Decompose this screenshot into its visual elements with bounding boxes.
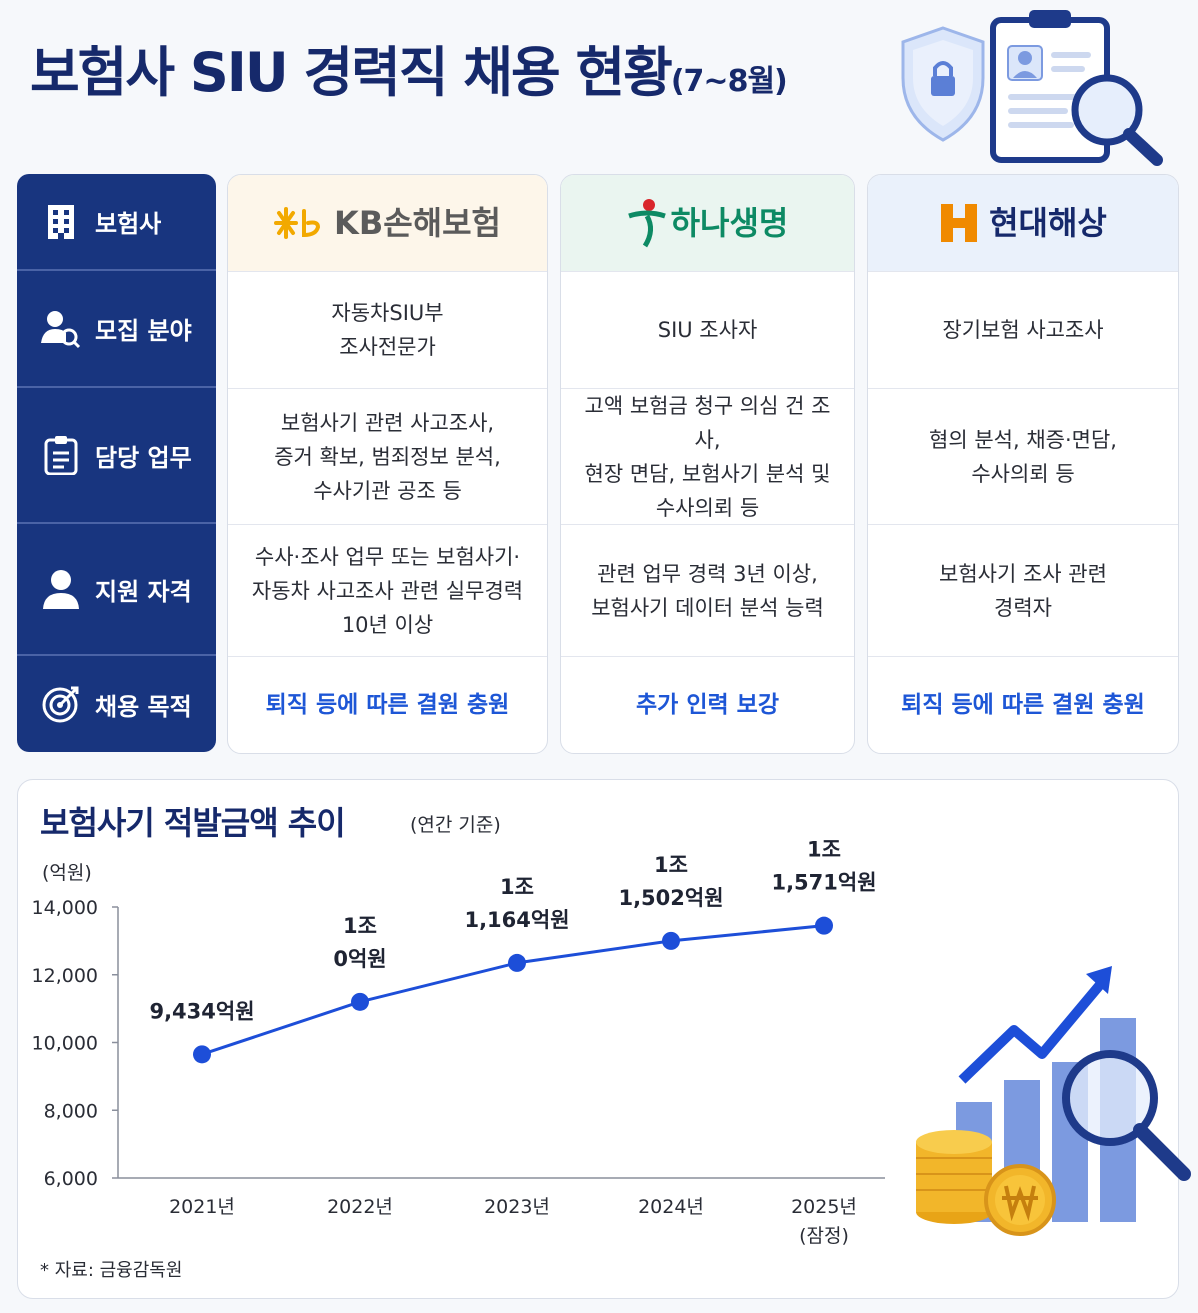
target-icon bbox=[39, 684, 83, 724]
person-icon bbox=[39, 569, 83, 609]
duties-kb: 보험사기 관련 사고조사, 증거 확보, 범죄정보 분석, 수사기관 공조 등 bbox=[228, 389, 547, 525]
field-hyundai: 장기보험 사고조사 bbox=[868, 272, 1178, 389]
kb-logo-icon bbox=[274, 205, 326, 241]
row-label-text: 채용 목적 bbox=[95, 692, 192, 721]
row-label-text: 지원 자격 bbox=[95, 577, 192, 606]
growth-illustration bbox=[916, 966, 1191, 1236]
company-column-hyundai: 현대해상 장기보험 사고조사 혐의 분석, 채증·면담, 수사의뢰 등 보험사기… bbox=[867, 174, 1179, 754]
person-search-icon bbox=[39, 309, 83, 349]
company-name-hyundai: 현대해상 bbox=[989, 204, 1107, 242]
qualification-hana: 관련 업무 경력 3년 이상, 보험사기 데이터 분석 능력 bbox=[561, 525, 854, 657]
hyundai-logo-icon bbox=[939, 202, 979, 244]
row-label-column: 보험사 모집 분야 담당 업무 지원 자격 채용 목적 bbox=[17, 174, 216, 752]
title-main: 보험사 SIU 경력직 채용 현황 bbox=[30, 41, 673, 104]
recruitment-table: 보험사 모집 분야 담당 업무 지원 자격 채용 목적 bbox=[17, 174, 1179, 754]
row-label-text: 담당 업무 bbox=[95, 443, 192, 472]
chart-title: 보험사기 적발금액 추이 bbox=[40, 804, 346, 842]
page-title: 보험사 SIU 경력직 채용 현황(7~8월) bbox=[30, 28, 788, 107]
title-suffix: (7~8월) bbox=[670, 64, 788, 99]
field-hana: SIU 조사자 bbox=[561, 272, 854, 389]
arrow-up-icon bbox=[958, 966, 1112, 1084]
duties-hana: 고액 보험금 청구 의심 건 조사, 현장 면담, 보험사기 분석 및 수사의뢰… bbox=[561, 389, 854, 525]
row-label-qualification: 지원 자격 bbox=[17, 524, 216, 656]
purpose-kb: 퇴직 등에 따른 결원 충원 bbox=[265, 692, 510, 718]
chart-subtitle: (연간 기준) bbox=[410, 814, 501, 836]
company-name-hana: 하나생명 bbox=[670, 204, 789, 242]
row-label-duties: 담당 업무 bbox=[17, 388, 216, 524]
clipboard-icon bbox=[39, 435, 83, 475]
won-coin-icon bbox=[984, 1164, 1056, 1236]
qualification-hyundai: 보험사기 조사 관련 경력자 bbox=[868, 525, 1178, 657]
qualification-kb: 수사·조사 업무 또는 보험사기· 자동차 사고조사 관련 실무경력 10년 이… bbox=[228, 525, 547, 657]
company-header-hana: 하나생명 bbox=[561, 175, 854, 272]
row-label-field: 모집 분야 bbox=[17, 271, 216, 388]
shield-lock-icon bbox=[901, 26, 985, 142]
row-label-text: 보험사 bbox=[95, 210, 162, 238]
company-header-hyundai: 현대해상 bbox=[868, 175, 1178, 272]
field-kb: 자동차SIU부 조사전문가 bbox=[228, 272, 547, 389]
building-icon bbox=[39, 202, 83, 242]
hana-logo-icon bbox=[627, 198, 667, 248]
purpose-hyundai: 퇴직 등에 따른 결원 충원 bbox=[901, 692, 1145, 718]
purpose-hana: 추가 인력 보강 bbox=[636, 692, 779, 718]
magnifier-icon bbox=[1071, 74, 1163, 166]
coins-icon bbox=[916, 1130, 992, 1224]
row-label-company: 보험사 bbox=[17, 174, 216, 271]
row-label-purpose: 채용 목적 bbox=[17, 656, 216, 752]
company-header-kb: KB손해보험 bbox=[228, 175, 547, 272]
hero-illustration bbox=[901, 10, 1163, 166]
magnifier-icon bbox=[1062, 1050, 1191, 1181]
company-column-hana: 하나생명 SIU 조사자 고액 보험금 청구 의심 건 조사, 현장 면담, 보… bbox=[560, 174, 855, 754]
source-note: * 자료: 금융감독원 bbox=[40, 1260, 183, 1281]
duties-hyundai: 혐의 분석, 채증·면담, 수사의뢰 등 bbox=[868, 389, 1178, 525]
company-column-kb: KB손해보험 자동차SIU부 조사전문가 보험사기 관련 사고조사, 증거 확보… bbox=[227, 174, 548, 754]
company-name-kb: KB손해보험 bbox=[334, 204, 501, 242]
row-label-text: 모집 분야 bbox=[95, 317, 192, 345]
